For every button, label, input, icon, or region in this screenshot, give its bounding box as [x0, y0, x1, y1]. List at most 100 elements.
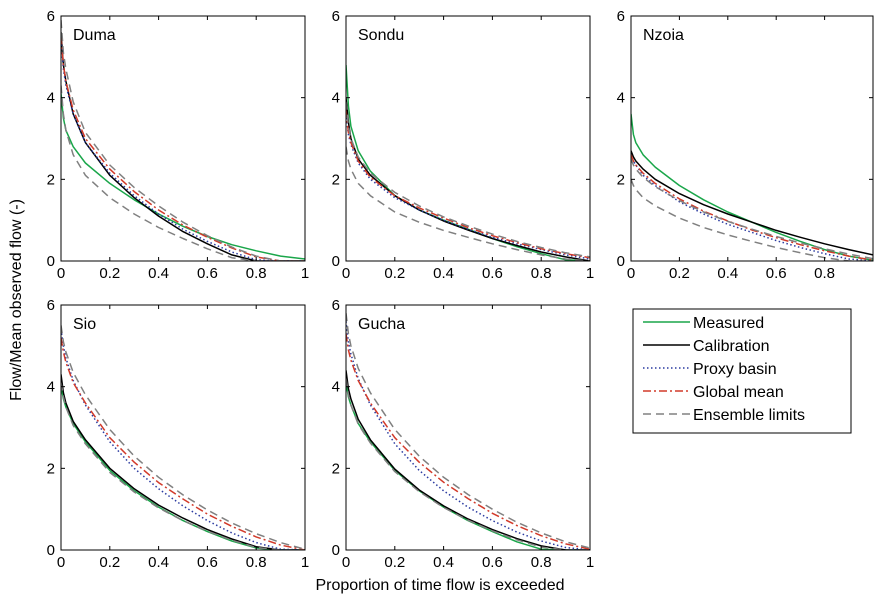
y-tick-label: 0 [47, 542, 55, 559]
y-tick-label: 2 [332, 460, 340, 477]
y-tick-label: 4 [332, 379, 340, 396]
x-tick-label: 0.2 [384, 554, 405, 571]
panel-title-sio: Sio [73, 316, 96, 333]
panel-title-nzoia: Nzoia [643, 27, 684, 44]
y-tick-label: 4 [47, 379, 55, 396]
series-line-duma-proxy-basin-2 [61, 40, 305, 261]
legend-label-ensemble-limits: Ensemble limits [693, 407, 805, 424]
series-group-gucha [346, 313, 590, 550]
series-line-gucha-calibration-1 [346, 370, 590, 550]
x-tick-label: 0.8 [531, 265, 552, 282]
series-line-duma-ensemble-limits-5 [61, 20, 305, 261]
x-tick-label: 0.8 [531, 554, 552, 571]
plot-frame-sio [60, 304, 306, 551]
panel-sondu: 0 0.2 0.4 0.6 0.8 1 0 2 4 6 Sondu [332, 8, 595, 282]
series-line-sondu-ensemble-limits-4 [346, 146, 590, 261]
legend-box [632, 308, 852, 434]
legend-item-calibration: Calibration [643, 338, 769, 355]
series-line-sio-calibration-1 [61, 374, 305, 550]
series-line-nzoia-ensemble-limits-4 [631, 179, 873, 261]
series-line-sio-global-mean-3 [61, 337, 305, 550]
panel-duma: 0 0.2 0.4 0.6 0.8 1 0 2 4 6 Duma [47, 8, 310, 282]
y-tick-label: 2 [47, 460, 55, 477]
legend-label-calibration: Calibration [693, 338, 769, 355]
x-tick-label: 0 [342, 554, 350, 571]
y-tick-label: 6 [47, 297, 55, 314]
x-tick-label: 1 [586, 554, 594, 571]
y-tick-label: 6 [617, 8, 625, 25]
y-tick-label: 0 [617, 253, 625, 270]
series-line-gucha-ensemble-limits-5 [346, 313, 590, 549]
y-tick-label: 6 [332, 297, 340, 314]
series-line-sondu-ensemble-limits-5 [346, 101, 590, 258]
x-tick-label: 0.8 [814, 265, 835, 282]
legend-label-measured: Measured [693, 315, 764, 332]
y-tick-label: 4 [47, 90, 55, 107]
series-line-nzoia-calibration-1 [631, 150, 873, 256]
y-tick-label: 0 [47, 253, 55, 270]
x-tick-label: 0.4 [433, 265, 454, 282]
series-line-sio-proxy-basin-2 [61, 329, 305, 550]
y-tick-label: 2 [47, 171, 55, 188]
plot-frame-gucha [345, 304, 591, 551]
series-group-sondu [346, 64, 590, 261]
panel-title-gucha: Gucha [358, 316, 405, 333]
y-tick-label: 4 [617, 90, 625, 107]
x-tick-label: 0.6 [482, 554, 503, 571]
x-tick-label: 0.6 [197, 554, 218, 571]
legend-item-ensemble-limits: Ensemble limits [643, 407, 805, 424]
series-line-duma-measured-0 [61, 93, 305, 260]
x-tick-label: 0 [57, 554, 65, 571]
series-line-duma-global-mean-3 [61, 36, 305, 261]
legend-item-proxy-basin: Proxy basin [643, 361, 777, 378]
panel-gucha: 0 0.2 0.4 0.6 0.8 1 0 2 4 6 Gucha [332, 297, 595, 571]
plot-frame-duma [60, 15, 306, 262]
x-tick-label: 0.6 [197, 265, 218, 282]
y-tick-label: 6 [47, 8, 55, 25]
y-tick-label: 0 [332, 542, 340, 559]
series-line-sondu-global-mean-3 [346, 109, 590, 259]
series-line-duma-ensemble-limits-4 [61, 85, 305, 261]
x-tick-label: 0 [57, 265, 65, 282]
series-line-nzoia-ensemble-limits-5 [631, 158, 873, 260]
x-tick-label: 0.6 [482, 265, 503, 282]
x-tick-label: 0.4 [717, 265, 738, 282]
series-group-duma [61, 20, 305, 261]
x-tick-label: 0.2 [99, 554, 120, 571]
x-tick-label: 1 [301, 265, 309, 282]
x-tick-label: 0 [627, 265, 635, 282]
plot-frame-nzoia [630, 15, 874, 262]
series-line-sondu-measured-0 [346, 64, 590, 261]
panels: 0 0.2 0.4 0.6 0.8 1 0 2 4 6 Duma 0 0.2 0.4 0.6 0.8 1 0 2 4 6… [47, 8, 874, 571]
panel-title-sondu: Sondu [358, 27, 404, 44]
x-tick-label: 0 [342, 265, 350, 282]
y-tick-label: 4 [332, 90, 340, 107]
y-tick-label: 2 [617, 171, 625, 188]
series-line-sondu-calibration-1 [346, 97, 590, 261]
x-tick-label: 0.8 [246, 265, 267, 282]
series-line-sondu-proxy-basin-2 [346, 113, 590, 260]
legend-item-global-mean: Global mean [643, 384, 784, 401]
legend-item-measured: Measured [643, 315, 764, 332]
x-tick-label: 0.4 [433, 554, 454, 571]
series-line-gucha-measured-0 [346, 382, 590, 550]
y-tick-label: 2 [332, 171, 340, 188]
series-line-nzoia-proxy-basin-2 [631, 154, 873, 261]
series-line-gucha-ensemble-limits-4 [346, 378, 590, 550]
x-tick-label: 0.6 [766, 265, 787, 282]
series-group-sio [61, 325, 305, 550]
panel-sio: 0 0.2 0.4 0.6 0.8 1 0 2 4 6 Sio [47, 297, 310, 571]
legend-label-global-mean: Global mean [693, 384, 784, 401]
panel-nzoia: 0 0.2 0.4 0.6 0.8 0 2 4 6 Nzoia [617, 8, 874, 282]
x-axis-label: Proportion of time flow is exceeded [315, 577, 564, 594]
y-axis-label: Flow/Mean observed flow (-) [8, 199, 25, 401]
x-tick-label: 0.8 [246, 554, 267, 571]
series-group-nzoia [631, 113, 873, 261]
plot-frame-sondu [345, 15, 591, 262]
x-tick-label: 0.2 [669, 265, 690, 282]
series-line-gucha-global-mean-3 [346, 333, 590, 550]
x-tick-label: 1 [586, 265, 594, 282]
series-line-sio-ensemble-limits-4 [61, 382, 305, 550]
series-line-gucha-proxy-basin-2 [346, 321, 590, 550]
